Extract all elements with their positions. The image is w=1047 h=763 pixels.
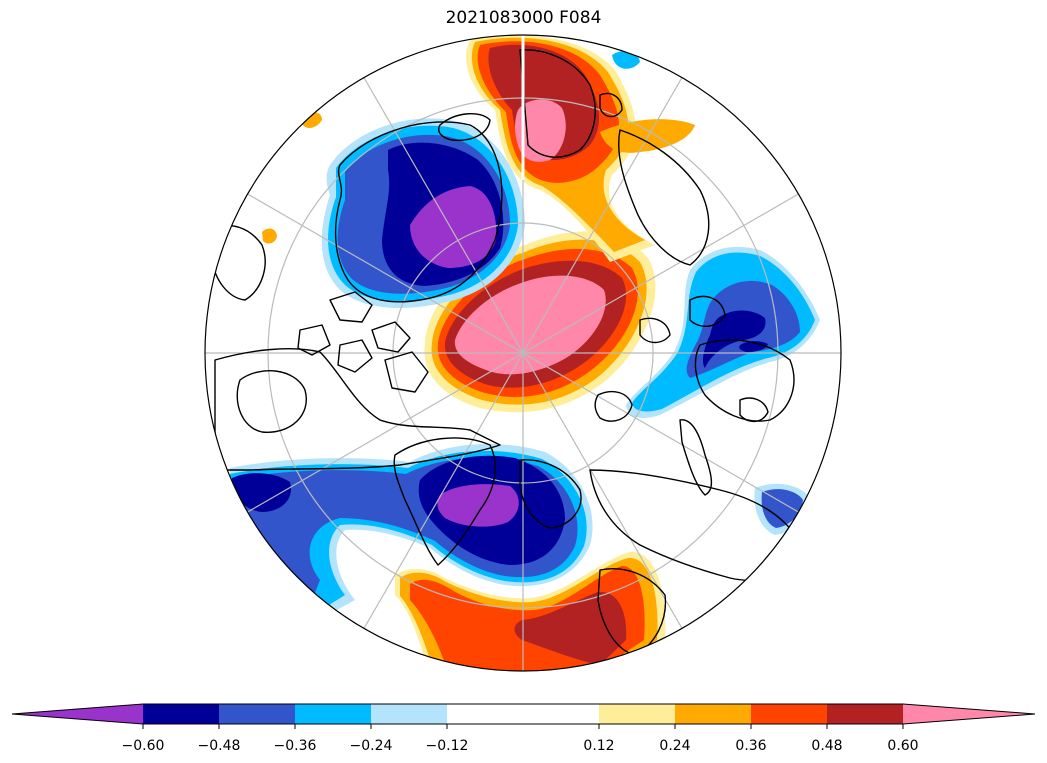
field-positive-west-spot-level-1 — [262, 228, 277, 244]
coast-chukotka — [519, 459, 582, 529]
coast-canadian-archipelago-5 — [297, 324, 331, 356]
meridian-240 — [357, 66, 524, 354]
colorbar-segment-3 — [295, 704, 371, 724]
colorbar-segment-6 — [599, 704, 675, 724]
map-boundary — [204, 34, 842, 672]
colorbar-tick-label: −0.60 — [122, 738, 165, 754]
field-negative-southwest-level-5 — [232, 473, 291, 512]
colorbar-extend-min — [12, 704, 143, 724]
meridian-210 — [236, 187, 524, 354]
colorbar-tick-label: 0.12 — [583, 738, 614, 754]
field-negative-southeast-level-2 — [761, 489, 803, 528]
colorbar-segment-2 — [219, 704, 295, 724]
colorbar-tick-label: 0.48 — [811, 738, 842, 754]
coast-canadian-archipelago-2 — [371, 321, 411, 353]
colorbar-tick-label: −0.36 — [274, 738, 317, 754]
meridian-150 — [236, 352, 524, 519]
coast-europe-north — [519, 49, 596, 158]
meridian-120 — [357, 352, 524, 640]
colorbar-segment-4 — [371, 704, 447, 724]
field-positive-north-orange-lobe-level-1 — [600, 119, 695, 153]
polar-map — [204, 34, 842, 672]
field-positive-north-orange-lobe — [600, 119, 695, 153]
coast-uk-area — [599, 92, 623, 118]
coast-scandinavia — [597, 568, 667, 656]
meridian-60 — [522, 352, 689, 640]
meridian-30 — [522, 352, 810, 519]
coast-taimyr — [694, 339, 795, 422]
coast-kara-coast — [618, 129, 710, 266]
field-negative-north-sky-spot-level-1 — [612, 50, 640, 69]
coast-greenland — [334, 121, 503, 303]
coast-canadian-archipelago-3 — [337, 339, 373, 373]
colorbar-segment-5 — [447, 704, 599, 724]
coast-svalbard — [594, 390, 633, 422]
anomaly-fields — [230, 35, 820, 671]
map-title: 2021083000 F084 — [445, 8, 602, 28]
meridian-300 — [522, 66, 689, 354]
coast-north-america — [214, 348, 501, 471]
field-negative-east-level-4 — [702, 310, 766, 368]
field-positive-south-band-level-4 — [514, 591, 627, 665]
colorbar-tick-label: −0.12 — [426, 738, 469, 754]
coast-east-islands — [739, 397, 769, 423]
colorbar-extend-max — [903, 704, 1035, 724]
colorbar-segment-1 — [143, 704, 219, 724]
coast-hudson-bay — [236, 370, 307, 433]
coast-canadian-archipelago-1 — [329, 291, 373, 323]
colorbar-segment-8 — [751, 704, 827, 724]
field-negative-northwest — [321, 118, 525, 309]
colorbar-segment-7 — [675, 704, 751, 724]
colorbar-segments — [11, 703, 1036, 725]
field-positive-south-band — [395, 551, 666, 671]
coast-novaya-zemlya — [679, 419, 713, 496]
field-negative-north-sky-spot — [612, 50, 640, 69]
field-negative-southwest-level-6 — [437, 484, 519, 527]
colorbar-tick-label: −0.48 — [198, 738, 241, 754]
colorbar-segment-9 — [827, 704, 903, 724]
colorbar-tick-label: 0.36 — [735, 738, 766, 754]
colorbar-tick-label: −0.24 — [350, 738, 393, 754]
field-negative-east — [626, 246, 820, 418]
coast-severnaya-zemlya — [689, 295, 726, 327]
coast-canadian-archipelago-4 — [384, 351, 429, 393]
colorbar-tick-label: 0.60 — [887, 738, 918, 754]
colorbar-tick-label: 0.24 — [659, 738, 690, 754]
coast-alaska — [393, 437, 496, 566]
coast-west-shore — [211, 225, 266, 301]
colorbar: −0.60 −0.48 −0.36 −0.24 −0.12 0.12 0.24 0.36 0.4… — [11, 703, 1036, 754]
field-negative-southwest — [230, 443, 593, 630]
colorbar-ticks: −0.60 −0.48 −0.36 −0.24 −0.12 0.12 0.24 0.36 0.4… — [122, 724, 919, 754]
field-positive-north-tongue-level-5 — [515, 99, 566, 162]
field-negative-northwest-level-5 — [410, 186, 497, 268]
coast-franz-josef — [639, 317, 671, 344]
coast-iceland — [438, 113, 491, 142]
meridian-330 — [522, 187, 810, 354]
